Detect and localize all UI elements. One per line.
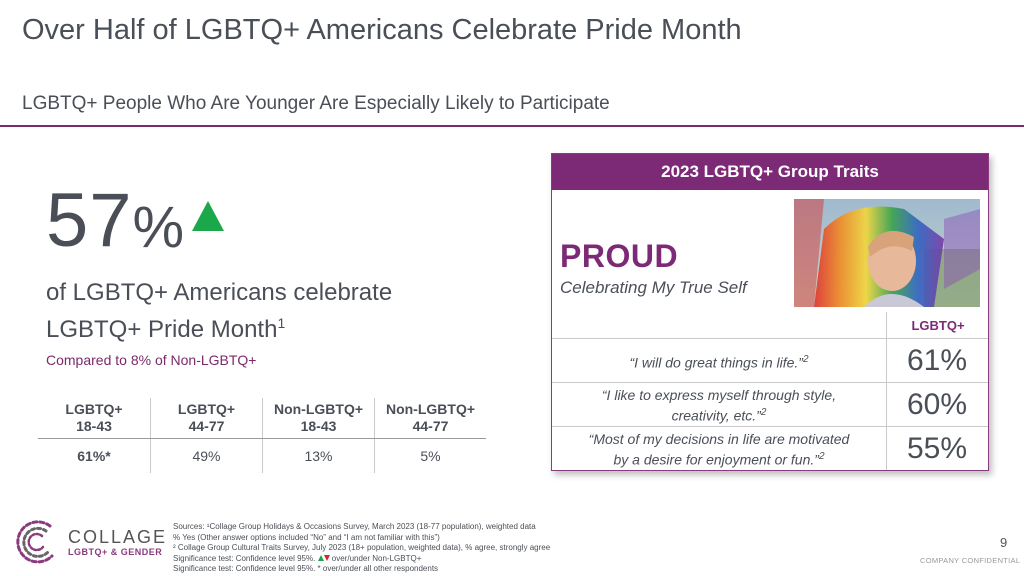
stat-desc-line1: of LGBTQ+ Americans celebrate bbox=[46, 279, 393, 306]
segment-value: 13% bbox=[262, 439, 374, 473]
up-arrow-icon bbox=[192, 201, 225, 231]
footnote-ref: 1 bbox=[277, 315, 286, 331]
stat-value: 57 bbox=[46, 178, 133, 263]
trait-value: 61% bbox=[906, 344, 968, 377]
down-triangle-icon bbox=[323, 555, 330, 562]
column-label: LGBTQ+ bbox=[911, 318, 965, 333]
segment-header: Non-LGBTQ+ 18-43 bbox=[262, 398, 374, 438]
significance-line: Significance test: Confidence level 95%.… bbox=[173, 564, 439, 573]
page-subtitle: LGBTQ+ People Who Are Younger Are Especi… bbox=[22, 93, 610, 114]
column-divider bbox=[886, 312, 887, 470]
logo-name: COLLAGE bbox=[68, 527, 168, 547]
segment-header-row: LGBTQ+ 18-43 LGBTQ+ 44-77 Non-LGBTQ+ 18-43 … bbox=[38, 398, 486, 438]
trait-statement: “Most of my decisions in life are motiva… bbox=[588, 430, 850, 468]
panel-title: 2023 LGBTQ+ Group Traits bbox=[552, 154, 988, 190]
logo-subtitle: LGBTQ+ & GENDER bbox=[68, 547, 163, 557]
segment-value: 61%* bbox=[77, 448, 111, 464]
trait-subtitle: Celebrating My True Self bbox=[560, 278, 747, 297]
collage-logo: COLLAGE LGBTQ+ & GENDER bbox=[10, 516, 167, 568]
pride-flag-photo bbox=[794, 199, 980, 307]
segment-value: 49% bbox=[150, 439, 262, 473]
trait-row: “I like to express myself through style,… bbox=[552, 382, 988, 427]
segment-table: LGBTQ+ 18-43 LGBTQ+ 44-77 Non-LGBTQ+ 18-43 … bbox=[38, 398, 486, 473]
confidential-label: COMPANY CONFIDENTIAL bbox=[920, 556, 1021, 565]
source-line: ² Collage Group Cultural Traits Survey, … bbox=[173, 543, 551, 552]
sources-note: Sources: ¹Collage Group Holidays & Occas… bbox=[173, 522, 693, 575]
comparison-note: Compared to 8% of Non-LGBTQ+ bbox=[46, 352, 257, 368]
trait-statement: “I will do great things in life.”2 bbox=[629, 353, 809, 371]
segment-value-row: 61%* 49% 13% 5% bbox=[38, 438, 486, 473]
trait-value: 60% bbox=[906, 388, 968, 421]
trait-row: “Most of my decisions in life are motiva… bbox=[552, 426, 988, 471]
group-traits-panel: 2023 LGBTQ+ Group Traits PROUD Celebrati… bbox=[551, 153, 989, 471]
stat-unit: % bbox=[132, 195, 185, 260]
segment-value: 5% bbox=[374, 439, 486, 473]
page-number: 9 bbox=[1000, 535, 1008, 550]
up-triangle-icon bbox=[317, 555, 324, 562]
stat-description: of LGBTQ+ Americans celebrate LGBTQ+ Pri… bbox=[46, 278, 466, 345]
stat-desc-line2: LGBTQ+ Pride Month bbox=[46, 316, 278, 343]
trait-statement: “I like to express myself through style,… bbox=[601, 386, 837, 424]
page-title: Over Half of LGBTQ+ Americans Celebrate … bbox=[22, 14, 742, 46]
collage-logo-icon bbox=[16, 520, 54, 564]
headline-stat: 57 % bbox=[46, 178, 225, 263]
source-line: % Yes (Other answer options included “No… bbox=[173, 532, 440, 542]
significance-line: Significance test: Confidence level 95%.… bbox=[173, 553, 422, 563]
trait-name: PROUD bbox=[560, 238, 679, 274]
segment-header: LGBTQ+ 18-43 bbox=[65, 401, 123, 434]
segment-header: Non-LGBTQ+ 44-77 bbox=[374, 398, 486, 438]
trait-row: “I will do great things in life.”2 61% bbox=[552, 338, 988, 383]
source-line: Sources: ¹Collage Group Holidays & Occas… bbox=[173, 522, 536, 531]
trait-value: 55% bbox=[906, 432, 968, 465]
header-divider bbox=[0, 125, 1024, 127]
segment-header: LGBTQ+ 44-77 bbox=[150, 398, 262, 438]
